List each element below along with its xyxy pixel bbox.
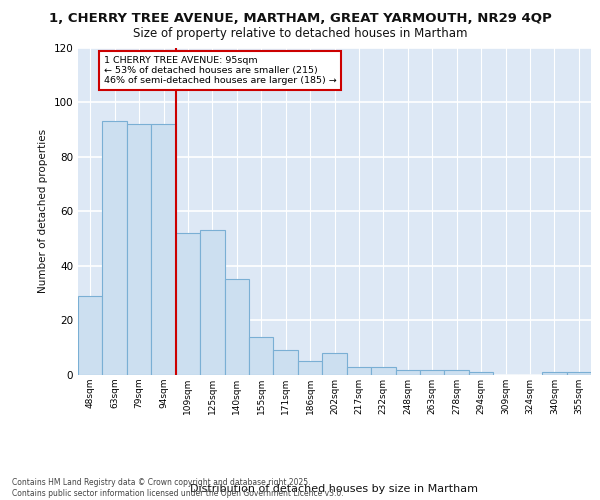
Bar xyxy=(371,367,395,375)
Bar xyxy=(445,370,469,375)
Bar xyxy=(249,337,274,375)
Text: 1, CHERRY TREE AVENUE, MARTHAM, GREAT YARMOUTH, NR29 4QP: 1, CHERRY TREE AVENUE, MARTHAM, GREAT YA… xyxy=(49,12,551,26)
Bar xyxy=(469,372,493,375)
Bar xyxy=(78,296,103,375)
Text: 1 CHERRY TREE AVENUE: 95sqm
← 53% of detached houses are smaller (215)
46% of se: 1 CHERRY TREE AVENUE: 95sqm ← 53% of det… xyxy=(104,56,337,86)
Bar xyxy=(566,372,591,375)
Bar xyxy=(395,370,420,375)
Bar xyxy=(322,353,347,375)
Y-axis label: Number of detached properties: Number of detached properties xyxy=(38,129,48,294)
Bar xyxy=(127,124,151,375)
Bar xyxy=(200,230,224,375)
Bar xyxy=(274,350,298,375)
Bar xyxy=(151,124,176,375)
Bar xyxy=(542,372,566,375)
Bar xyxy=(224,280,249,375)
Text: Contains HM Land Registry data © Crown copyright and database right 2025.
Contai: Contains HM Land Registry data © Crown c… xyxy=(12,478,344,498)
Text: Size of property relative to detached houses in Martham: Size of property relative to detached ho… xyxy=(133,28,467,40)
Bar xyxy=(298,362,322,375)
Bar xyxy=(420,370,445,375)
Bar xyxy=(103,121,127,375)
Bar xyxy=(176,233,200,375)
X-axis label: Distribution of detached houses by size in Martham: Distribution of detached houses by size … xyxy=(191,484,479,494)
Bar xyxy=(347,367,371,375)
